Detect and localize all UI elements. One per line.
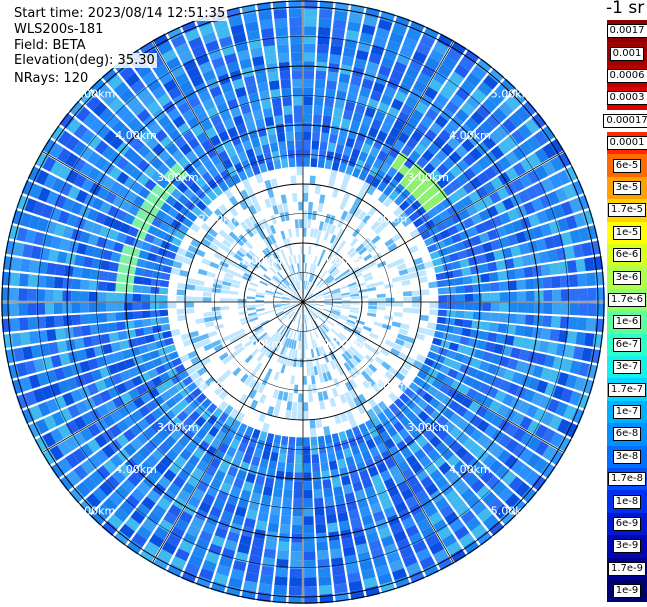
instrument-label: WLS200s-181 bbox=[12, 22, 106, 37]
colorbar-level-label: 1.7e-6 bbox=[607, 292, 647, 307]
colorbar-level-label: 6e-8 bbox=[612, 427, 642, 442]
range-ring-label: 3.00km bbox=[157, 171, 199, 184]
colorbar-level-label: 6e-5 bbox=[612, 158, 642, 173]
colorbar-level: 1.7e-7 bbox=[607, 378, 647, 401]
beta-ray-field bbox=[1, 0, 605, 604]
colorbar-level: 1e-6 bbox=[607, 311, 647, 334]
colorbar-level: 1e-7 bbox=[607, 400, 647, 424]
colorbar-level-label: 3e-7 bbox=[612, 360, 642, 375]
colorbar-level-label: 0.0003 bbox=[606, 91, 647, 106]
field-label: Field: BETA bbox=[12, 38, 88, 53]
range-ring-label: 1.00km bbox=[324, 338, 366, 351]
ppi-scan-plot: 1.00km 1.00km 1.00km 1.00km 2.00km 2.00km 2.00… bbox=[1, 0, 605, 604]
colorbar-units-label: -1 sr bbox=[606, 0, 645, 18]
range-ring-label: 5.00km bbox=[491, 87, 533, 100]
colorbar-level-label: 1e-9 bbox=[612, 584, 642, 599]
colorbar-level-label: 3e-9 bbox=[612, 539, 642, 554]
colorbar-level: 0.0001 bbox=[606, 132, 647, 155]
elevation-label: Elevation(deg): 35.30 bbox=[12, 53, 157, 68]
colorbar-level-label: 6e-9 bbox=[612, 516, 642, 531]
colorbar-level: 3e-7 bbox=[607, 356, 647, 379]
colorbar-level: 0.0017 bbox=[606, 20, 647, 43]
colorbar-level: 3e-5 bbox=[607, 176, 647, 200]
colorbar-level: 1e-5 bbox=[607, 221, 647, 244]
range-ring-label: 1.00km bbox=[241, 254, 283, 267]
colorbar-level-label: 1e-5 bbox=[612, 225, 642, 240]
range-ring-label: 1.00km bbox=[241, 338, 283, 351]
colorbar-level-label: 1.7e-9 bbox=[607, 561, 647, 576]
range-ring-label: 2.00km bbox=[366, 379, 408, 392]
colorbar-level-label: 6e-6 bbox=[612, 248, 642, 263]
colorbar-level: 0.001 bbox=[607, 42, 647, 65]
range-ring-grid bbox=[1, 0, 605, 604]
colorbar-level-label: 1.7e-7 bbox=[607, 382, 647, 397]
colorbar-level-label: 1e-8 bbox=[612, 494, 642, 509]
colorbar-level-label: 0.0001 bbox=[606, 136, 647, 151]
colorbar-level-label: 6e-7 bbox=[612, 337, 642, 352]
range-ring-label: 2.00km bbox=[366, 213, 408, 226]
colorbar-level: 1.7e-8 bbox=[607, 468, 647, 491]
range-ring-label: 2.00km bbox=[199, 379, 241, 392]
range-ring-label: 1.00km bbox=[324, 254, 366, 267]
colorbar-level: 0.0003 bbox=[606, 87, 647, 110]
range-ring-label: 4.00km bbox=[115, 463, 157, 476]
range-ring-label: 3.00km bbox=[157, 421, 199, 434]
colorbar-level: 3e-8 bbox=[607, 445, 647, 468]
range-ring-label: 4.00km bbox=[115, 129, 157, 142]
colorbar-level-label: 0.001 bbox=[609, 46, 645, 61]
range-ring-label: 5.00km bbox=[74, 87, 116, 100]
colorbar-level-label: 3e-8 bbox=[612, 449, 642, 464]
range-ring-labels: 1.00km 1.00km 1.00km 1.00km 2.00km 2.00km 2.00… bbox=[74, 87, 533, 517]
colorbar-level: 6e-5 bbox=[607, 154, 647, 177]
colorbar-level: 6e-6 bbox=[607, 244, 647, 267]
range-ring-label: 4.00km bbox=[449, 129, 491, 142]
colorbar-level: 0.00017 bbox=[603, 109, 647, 132]
start-time-label: Start time: 2023/08/14 12:51:35 bbox=[12, 6, 228, 21]
colorbar-level-label: 0.0017 bbox=[606, 24, 647, 39]
colorbar-level-label: 1e-6 bbox=[612, 315, 642, 330]
colorbar-level: 1.7e-9 bbox=[607, 557, 647, 580]
colorbar-level: 1e-8 bbox=[607, 490, 647, 513]
colorbar-level-label: 1.7e-8 bbox=[607, 472, 647, 487]
range-ring-label: 3.00km bbox=[407, 171, 449, 184]
colorbar-level-label: 0.0006 bbox=[606, 68, 647, 83]
colorbar-level: 6e-8 bbox=[607, 423, 647, 446]
range-ring-label: 5.00km bbox=[74, 505, 116, 518]
colorbar-level-label: 3e-5 bbox=[612, 180, 642, 195]
colorbar: 0.0017 0.001 0.0006 0.0003 0.00017 0.0001 6e-5… bbox=[603, 20, 647, 603]
colorbar-level-label: 0.00017 bbox=[603, 113, 647, 128]
nrays-label: NRays: 120 bbox=[12, 71, 91, 86]
colorbar-level: 0.0006 bbox=[606, 64, 647, 88]
range-ring-label: 4.00km bbox=[449, 463, 491, 476]
colorbar-level-label: 1e-7 bbox=[612, 404, 642, 419]
colorbar-level: 6e-9 bbox=[607, 512, 647, 536]
colorbar-level: 6e-7 bbox=[607, 333, 647, 356]
colorbar-level: 3e-9 bbox=[607, 535, 647, 558]
colorbar-level-label: 1.7e-5 bbox=[607, 203, 647, 218]
colorbar-level: 3e-6 bbox=[607, 266, 647, 289]
range-ring-label: 2.00km bbox=[199, 213, 241, 226]
colorbar-level: 1e-9 bbox=[607, 580, 647, 603]
colorbar-level-label: 3e-6 bbox=[612, 270, 642, 285]
colorbar-level: 1.7e-6 bbox=[607, 288, 647, 312]
colorbar-level: 1.7e-5 bbox=[607, 199, 647, 222]
range-ring-label: 3.00km bbox=[407, 421, 449, 434]
range-ring-label: 5.00km bbox=[491, 505, 533, 518]
